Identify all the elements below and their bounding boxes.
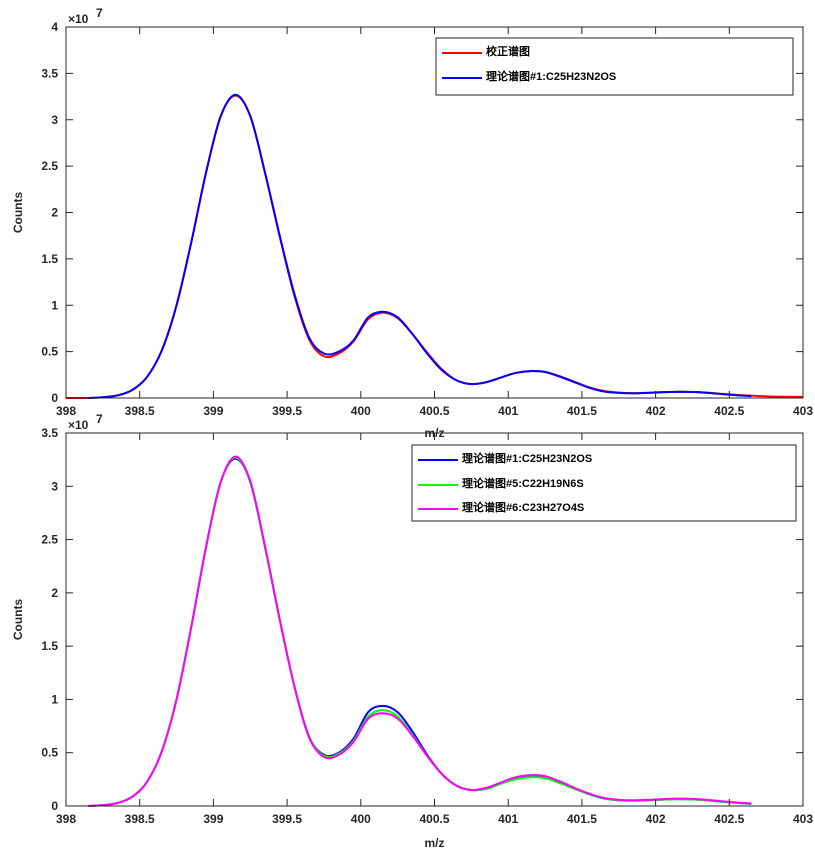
x-tick-label: 399.5	[272, 404, 302, 418]
x-tick-label: 398.5	[125, 812, 155, 826]
y-exponent-power: 7	[96, 6, 103, 20]
legend-label: 校正谱图	[486, 44, 530, 58]
y-tick-label: 3	[51, 113, 58, 127]
legend-label: 理论谱图#1:C25H23N2OS	[486, 69, 616, 83]
y-axis-label: Counts	[11, 599, 25, 641]
y-tick-label: 3.5	[41, 426, 58, 440]
x-tick-label: 400.5	[419, 404, 449, 418]
y-tick-label: 1	[51, 298, 58, 312]
series-line-1	[66, 94, 804, 400]
y-tick-label: 2.5	[41, 533, 58, 547]
y-tick-label: 0	[51, 799, 58, 813]
x-tick-label: 402	[646, 812, 666, 826]
x-tick-label: 402.5	[714, 404, 744, 418]
y-tick-label: 2	[51, 206, 58, 220]
y-tick-label: 1	[51, 692, 58, 706]
y-tick-label: 3	[51, 479, 58, 493]
legend-label: 理论谱图#5:C22H19N6S	[462, 476, 584, 490]
x-tick-label: 399	[203, 812, 223, 826]
chart-1: 398 398.5 399 399.5 400 400.5 401 401.5 402 402.5…	[11, 6, 813, 440]
x-tick-label: 401.5	[567, 404, 597, 418]
legend-box	[435, 37, 794, 96]
x-tick-label: 401	[498, 404, 518, 418]
y-tick-label: 2.5	[41, 159, 58, 173]
x-tick-label: 403	[793, 404, 813, 418]
legend: 理论谱图#1:C25H23N2OS 理论谱图#5:C22H19N6S 理论谱图#6:…	[411, 444, 797, 522]
x-tick-label: 402.5	[714, 812, 744, 826]
x-tick-label: 400	[351, 812, 371, 826]
y-tick-label: 1.5	[41, 252, 58, 266]
x-tick-label: 399	[203, 404, 223, 418]
legend-label: 理论谱图#6:C23H27O4S	[462, 500, 584, 514]
x-axis-label: m/z	[424, 836, 444, 850]
x-tick-label: 401.5	[567, 812, 597, 826]
x-tick-label: 403	[793, 812, 813, 826]
x-tick-label: 398.5	[125, 404, 155, 418]
series-line-3	[88, 455, 752, 807]
x-tick-label: 401	[498, 812, 518, 826]
x-tick-label: 399.5	[272, 812, 302, 826]
legend-box	[411, 444, 797, 522]
y-tick-label: 0.5	[41, 345, 58, 359]
x-tick-label: 398	[56, 812, 76, 826]
x-tick-label: 400.5	[419, 812, 449, 826]
legend-label: 理论谱图#1:C25H23N2OS	[462, 451, 592, 465]
x-tick-label: 400	[351, 404, 371, 418]
y-exponent-base: ×10	[68, 12, 89, 26]
y-tick-label: 1.5	[41, 639, 58, 653]
y-exponent-power: 7	[96, 412, 103, 426]
y-tick-label: 4	[51, 20, 58, 34]
y-axis-label: Counts	[11, 192, 25, 234]
series-line-2	[88, 93, 752, 399]
y-tick-label: 2	[51, 586, 58, 600]
y-tick-label: 3.5	[41, 66, 58, 80]
x-tick-label: 398	[56, 404, 76, 418]
y-tick-label: 0.5	[41, 746, 58, 760]
y-tick-label: 0	[51, 391, 58, 405]
y-exponent-base: ×10	[68, 418, 89, 432]
x-tick-label: 402	[646, 404, 666, 418]
chart-2: 398 398.5 399 399.5 400 400.5 401 401.5 402 402.5…	[11, 412, 813, 850]
